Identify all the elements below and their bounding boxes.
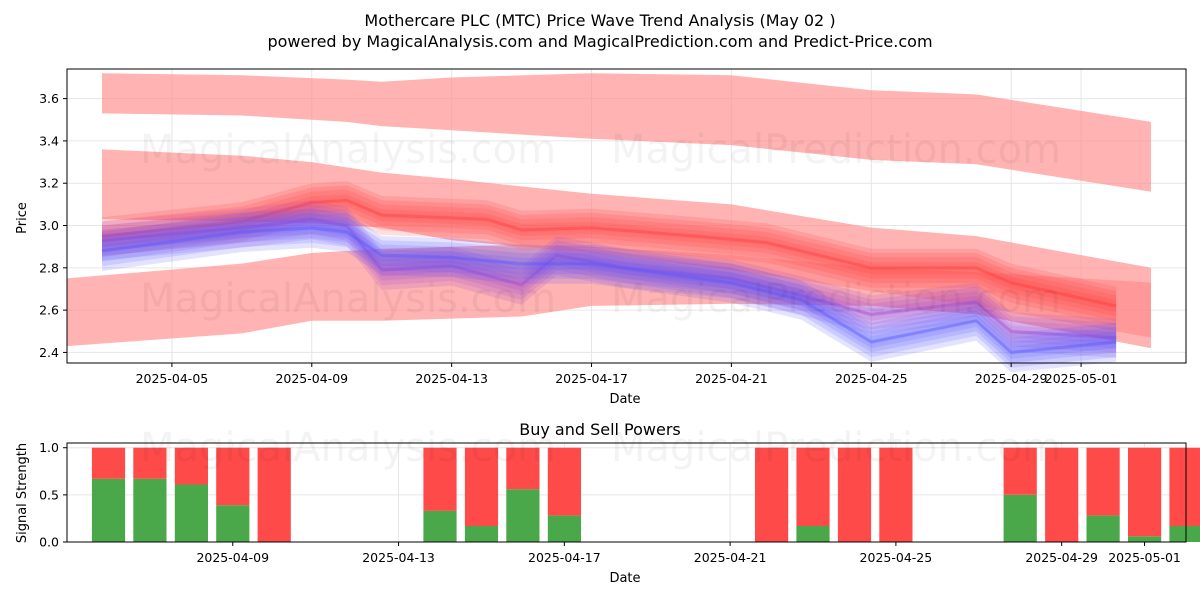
bar-y-tick-label: 0.5 bbox=[39, 487, 59, 502]
bar-ticks: 0.0 0.5 1.0 2025-04-09 2025-04-13 2025-04-17 2… bbox=[39, 440, 1181, 565]
bar-y-axis-label: Signal Strength bbox=[15, 443, 30, 543]
price-plot-frame bbox=[66, 68, 1187, 364]
sell-bar bbox=[837, 447, 872, 542]
buy-bar bbox=[1086, 515, 1120, 542]
trend-band-3 bbox=[67, 244, 1151, 349]
chart-title: Mothercare PLC (MTC) Price Wave Trend An… bbox=[364, 11, 835, 30]
buy-bar bbox=[216, 505, 250, 542]
sell-bar bbox=[91, 447, 126, 479]
bar-x-tick-label: 2025-04-13 bbox=[362, 550, 435, 565]
sell-bar bbox=[506, 447, 540, 490]
wave-2-ribbon bbox=[102, 204, 1117, 344]
watermark-analysis-middle: MagicalAnalysis.com bbox=[140, 276, 556, 322]
price-x-tick-label: 2025-05-01 bbox=[1045, 371, 1118, 386]
wave-3-ribbon bbox=[102, 212, 1117, 359]
price-y-tick-label: 3.0 bbox=[39, 218, 59, 233]
price-x-tick-label: 2025-04-17 bbox=[555, 371, 628, 386]
buy-bar bbox=[91, 478, 126, 542]
price-y-tick-label: 3.4 bbox=[39, 133, 59, 148]
price-y-tick-label: 3.2 bbox=[39, 176, 59, 191]
price-x-tick-label: 2025-04-09 bbox=[275, 371, 348, 386]
wave-2-line bbox=[101, 217, 1117, 340]
price-y-tick-label: 2.4 bbox=[39, 345, 59, 360]
bar-x-tick-label: 2025-04-21 bbox=[694, 550, 767, 565]
watermark-analysis-top: MagicalAnalysis.com bbox=[140, 127, 556, 173]
wave-2-ribbon bbox=[102, 200, 1117, 340]
buy-bar bbox=[1128, 536, 1162, 542]
sell-bar bbox=[796, 447, 830, 526]
buy-bar bbox=[133, 478, 167, 542]
price-bands bbox=[67, 73, 1151, 349]
price-y-tick-label: 2.6 bbox=[39, 303, 59, 318]
sell-bar bbox=[1003, 447, 1037, 495]
watermark-prediction-top: MagicalPrediction.com bbox=[611, 127, 1061, 173]
trend-band-1 bbox=[102, 73, 1151, 192]
buy-bar bbox=[464, 526, 499, 542]
wave-3-ribbon bbox=[102, 208, 1117, 355]
wave-2-ribbon bbox=[102, 208, 1117, 349]
bar-x-tick-label: 2025-04-29 bbox=[1025, 550, 1098, 565]
price-y-axis-label: Price bbox=[15, 202, 30, 234]
bar-x-axis-label: Date bbox=[609, 571, 640, 586]
sell-bar bbox=[423, 447, 457, 511]
sell-bar bbox=[1086, 447, 1120, 516]
price-y-tick-label: 3.6 bbox=[39, 91, 59, 106]
buy-bar bbox=[796, 526, 830, 542]
bar-series bbox=[91, 447, 1200, 542]
wave-3-line bbox=[101, 226, 1117, 354]
wave-3-ribbon bbox=[102, 217, 1117, 363]
wave-2-ribbon bbox=[102, 218, 1117, 358]
wave-3-ribbon bbox=[102, 226, 1117, 373]
watermark-analysis-bottom: MagicalAnalysis.com bbox=[140, 425, 556, 471]
price-x-tick-label: 2025-04-29 bbox=[975, 371, 1048, 386]
price-ticks: 2.4 2.6 2.8 3.0 3.2 3.4 3.6 2025-04-05 2025-04-0… bbox=[39, 91, 1117, 386]
buy-bar bbox=[1003, 494, 1037, 542]
wave-1-line bbox=[101, 198, 1117, 308]
buy-bar bbox=[423, 510, 457, 542]
buy-bar bbox=[1169, 526, 1200, 542]
chart-subtitle: powered by MagicalAnalysis.com and Magic… bbox=[267, 32, 932, 51]
bar-y-tick-label: 1.0 bbox=[39, 440, 59, 455]
sell-bar bbox=[257, 447, 291, 542]
sell-bar bbox=[1128, 447, 1162, 537]
price-x-tick-label: 2025-04-21 bbox=[695, 371, 768, 386]
sell-bar bbox=[464, 447, 499, 526]
bar-x-tick-label: 2025-04-17 bbox=[528, 550, 601, 565]
sell-bar bbox=[133, 447, 167, 479]
bar-x-tick-label: 2025-05-01 bbox=[1108, 550, 1181, 565]
sell-bar bbox=[216, 447, 250, 506]
sell-bar bbox=[755, 447, 789, 542]
sell-bar bbox=[1045, 447, 1079, 542]
bar-x-tick-label: 2025-04-25 bbox=[860, 550, 933, 565]
bar-x-tick-label: 2025-04-09 bbox=[196, 550, 269, 565]
buy-bar bbox=[547, 515, 581, 542]
price-y-tick-label: 2.8 bbox=[39, 260, 59, 275]
wave-3-ribbon bbox=[102, 221, 1117, 368]
buy-bar bbox=[174, 484, 208, 542]
bar-chart-title: Buy and Sell Powers bbox=[519, 420, 681, 439]
sell-bar bbox=[174, 447, 208, 485]
price-x-tick-label: 2025-04-25 bbox=[835, 371, 908, 386]
price-x-axis-label: Date bbox=[609, 392, 640, 407]
watermark-prediction-bottom: MagicalPrediction.com bbox=[611, 425, 1061, 471]
bar-y-tick-label: 0.0 bbox=[39, 535, 59, 550]
wave-2-ribbon bbox=[102, 213, 1117, 353]
watermark-prediction-middle: MagicalPrediction.com bbox=[611, 276, 1061, 322]
buy-bar bbox=[506, 489, 540, 542]
bar-plot-frame bbox=[66, 442, 1187, 543]
price-x-tick-label: 2025-04-13 bbox=[415, 371, 488, 386]
sell-bar bbox=[547, 447, 581, 516]
sell-bar bbox=[879, 447, 913, 542]
price-x-tick-label: 2025-04-05 bbox=[136, 371, 209, 386]
sell-bar bbox=[1169, 447, 1200, 526]
price-series bbox=[101, 181, 1117, 373]
